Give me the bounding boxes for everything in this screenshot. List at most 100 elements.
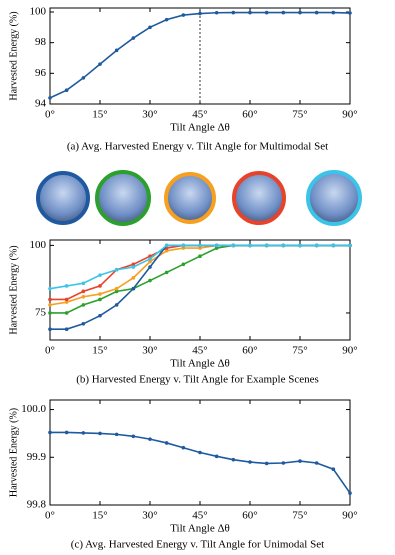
data-point bbox=[81, 76, 86, 80]
data-point bbox=[164, 270, 169, 275]
scene-image bbox=[36, 171, 90, 225]
x-tick-label: 45° bbox=[192, 109, 207, 121]
data-point bbox=[48, 303, 52, 307]
x-axis-label: Tilt Angle Δθ bbox=[170, 358, 230, 370]
data-point bbox=[98, 292, 102, 296]
data-point bbox=[64, 311, 69, 315]
x-tick-label: 30° bbox=[142, 345, 157, 357]
data-point bbox=[148, 25, 152, 30]
data-point bbox=[81, 303, 86, 307]
data-point bbox=[198, 450, 202, 455]
x-tick-label: 15° bbox=[92, 109, 107, 121]
data-point bbox=[214, 454, 219, 459]
y-axis-label: Harvested Energy (%) bbox=[8, 408, 19, 497]
data-point bbox=[248, 460, 252, 464]
data-point bbox=[64, 300, 69, 304]
data-point bbox=[248, 243, 252, 248]
data-point bbox=[64, 284, 69, 288]
data-point bbox=[181, 13, 186, 17]
data-point bbox=[298, 10, 302, 15]
data-point bbox=[48, 311, 52, 315]
x-axis-label: Tilt Angle Δθ bbox=[170, 122, 230, 134]
data-point bbox=[131, 434, 136, 439]
data-point bbox=[81, 431, 86, 435]
data-point bbox=[48, 96, 52, 100]
x-axis-label: Tilt Angle Δθ bbox=[170, 523, 230, 535]
data-point bbox=[314, 243, 319, 248]
x-tick-label: 90° bbox=[342, 510, 357, 522]
data-point bbox=[81, 294, 86, 299]
scene-image bbox=[164, 172, 216, 224]
data-point bbox=[331, 467, 336, 472]
series-line bbox=[49, 244, 350, 290]
x-tick-label: 0° bbox=[45, 345, 55, 357]
data-point bbox=[148, 254, 152, 259]
y-tick-label: 75 bbox=[35, 307, 47, 319]
data-point bbox=[281, 461, 286, 465]
x-tick-label: 75° bbox=[292, 345, 307, 357]
series-line bbox=[50, 431, 351, 494]
series-line bbox=[50, 244, 350, 301]
x-tick-label: 45° bbox=[192, 510, 207, 522]
data-point bbox=[114, 267, 119, 272]
data-point bbox=[98, 284, 102, 288]
x-tick-label: 15° bbox=[92, 510, 107, 522]
data-point bbox=[231, 457, 236, 462]
data-point bbox=[114, 48, 119, 53]
x-tick-label: 60° bbox=[242, 345, 257, 357]
x-tick-label: 0° bbox=[45, 109, 55, 121]
data-point bbox=[231, 10, 236, 15]
data-point bbox=[198, 11, 202, 16]
data-point bbox=[314, 10, 319, 15]
data-point bbox=[214, 246, 219, 250]
x-tick-label: 60° bbox=[242, 510, 257, 522]
x-tick-label: 60° bbox=[242, 109, 257, 121]
data-point bbox=[164, 243, 169, 248]
data-point bbox=[181, 445, 186, 450]
data-point bbox=[348, 491, 352, 495]
y-tick-label: 99.8 bbox=[27, 499, 47, 511]
data-point bbox=[64, 88, 69, 92]
data-point bbox=[98, 273, 102, 277]
data-point bbox=[114, 286, 119, 291]
data-point bbox=[181, 243, 186, 248]
data-point bbox=[348, 243, 352, 248]
data-point bbox=[198, 246, 202, 250]
data-point bbox=[348, 11, 352, 15]
data-point bbox=[164, 249, 169, 253]
data-point bbox=[331, 243, 336, 248]
data-point bbox=[281, 10, 286, 15]
data-point bbox=[298, 243, 302, 248]
x-tick-label: 0° bbox=[45, 510, 55, 522]
data-point bbox=[114, 289, 119, 294]
data-point bbox=[198, 243, 202, 248]
y-tick-label: 100.0 bbox=[21, 403, 46, 415]
y-tick-label: 96 bbox=[35, 67, 47, 79]
data-point bbox=[131, 276, 136, 280]
x-tick-label: 45° bbox=[192, 345, 207, 357]
data-point bbox=[264, 10, 269, 15]
data-point bbox=[264, 461, 269, 466]
data-point bbox=[148, 257, 152, 261]
data-point bbox=[148, 437, 152, 441]
caption: (b) Harvested Energy v. Tilt Angle for E… bbox=[76, 374, 319, 386]
data-point bbox=[214, 243, 219, 248]
series-line bbox=[49, 244, 350, 306]
data-point bbox=[64, 430, 69, 435]
data-point bbox=[164, 17, 169, 22]
y-tick-label: 98 bbox=[35, 36, 47, 48]
data-point bbox=[131, 36, 136, 40]
data-point bbox=[281, 243, 286, 248]
data-point bbox=[48, 286, 52, 291]
data-point bbox=[214, 10, 219, 15]
data-point bbox=[148, 265, 152, 269]
y-tick-label: 100 bbox=[30, 6, 47, 18]
y-tick-label: 100 bbox=[30, 239, 47, 251]
data-point bbox=[98, 431, 102, 436]
data-point bbox=[48, 430, 52, 435]
data-point bbox=[148, 259, 152, 264]
x-tick-label: 90° bbox=[342, 109, 357, 121]
data-point bbox=[98, 297, 102, 302]
data-point bbox=[114, 303, 119, 307]
